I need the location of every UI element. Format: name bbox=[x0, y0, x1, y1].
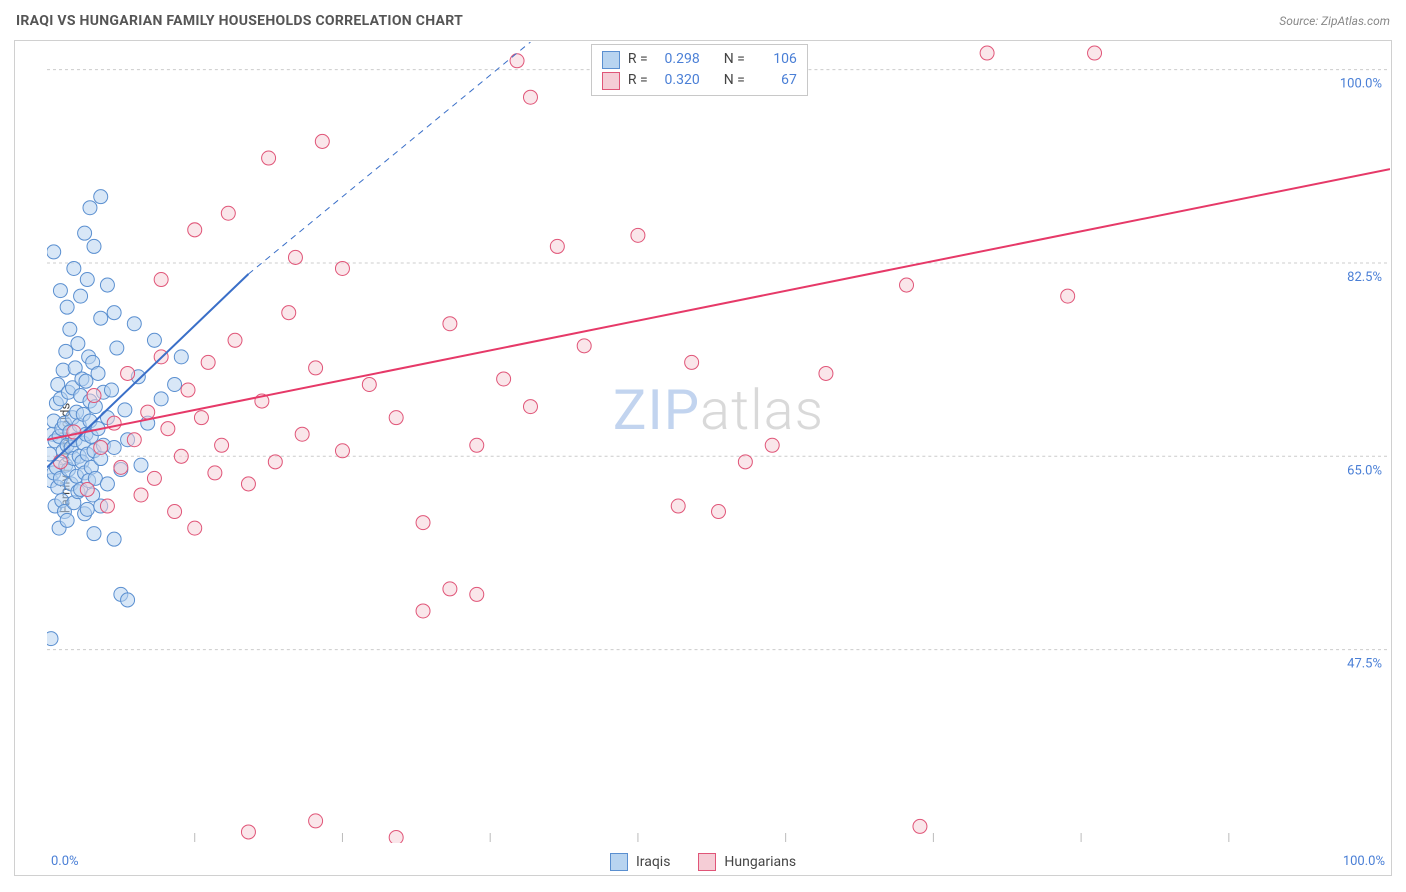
correlation-legend: R =0.298N =106R =0.320N =67 bbox=[591, 44, 808, 96]
chart-source: Source: ZipAtlas.com bbox=[1279, 14, 1390, 28]
plot-area: 47.5%65.0%82.5%100.0% ZIPatlas R =0.298N… bbox=[47, 42, 1390, 843]
svg-text:100.0%: 100.0% bbox=[1340, 77, 1382, 92]
svg-text:65.0%: 65.0% bbox=[1347, 463, 1382, 478]
chart-frame: Family Households 47.5%65.0%82.5%100.0% … bbox=[14, 40, 1392, 876]
svg-text:82.5%: 82.5% bbox=[1347, 270, 1382, 285]
legend-label-hungarians: Hungarians bbox=[724, 854, 796, 870]
chart-header: IRAQI VS HUNGARIAN FAMILY HOUSEHOLDS COR… bbox=[0, 0, 1406, 34]
chart-title: IRAQI VS HUNGARIAN FAMILY HOUSEHOLDS COR… bbox=[16, 13, 463, 29]
legend-item-iraqis: Iraqis bbox=[610, 853, 670, 871]
legend-swatch-hungarians bbox=[698, 853, 716, 871]
legend-label-iraqis: Iraqis bbox=[636, 854, 670, 870]
svg-text:47.5%: 47.5% bbox=[1347, 657, 1382, 672]
legend-swatch-iraqis bbox=[610, 853, 628, 871]
legend-item-hungarians: Hungarians bbox=[698, 853, 796, 871]
chart-container: { "header": { "title": "IRAQI VS HUNGARI… bbox=[0, 0, 1406, 892]
series-legend: Iraqis Hungarians bbox=[15, 853, 1391, 871]
scatter-svg: 47.5% 65.0% 82.5% 100.0% bbox=[47, 42, 1390, 843]
